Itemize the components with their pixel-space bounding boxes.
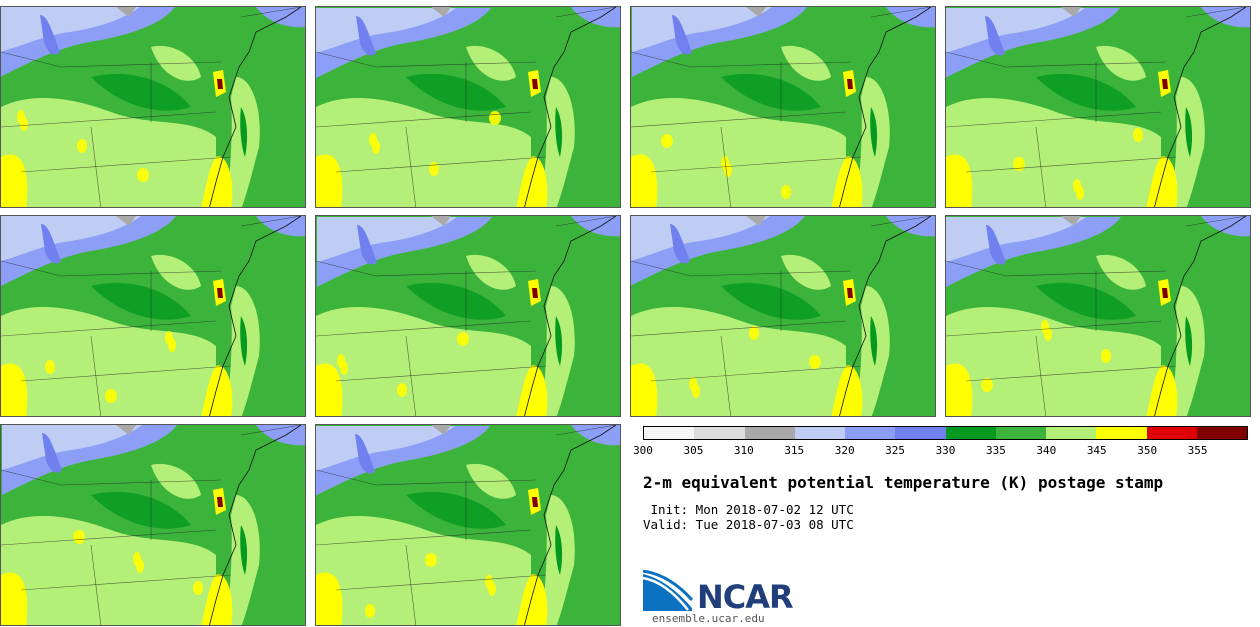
colorbar-segment [845,427,896,439]
map-field [316,216,620,416]
map-field [631,216,935,416]
colorbar-segment [1196,427,1247,439]
colorbar-tick-label: 320 [834,444,855,457]
map-panel: 10 [315,424,621,626]
colorbar-segment [995,427,1046,439]
colorbar [643,426,1248,440]
colorbar-segment [1146,427,1197,439]
colorbar-tick-label: 340 [1036,444,1057,457]
colorbar-tick-label: 355 [1187,444,1208,457]
colorbar-tick-label: 335 [985,444,1006,457]
map-panel: 8 [945,215,1251,417]
map-panel: 3 [630,6,936,208]
map-field [946,7,1250,207]
map-panel: 1 [0,6,306,208]
valid-time: Valid: Tue 2018-07-03 08 UTC [643,517,854,532]
colorbar-tick-label: 345 [1086,444,1107,457]
colorbar-segment [895,427,946,439]
colorbar-tick-label: 315 [784,444,805,457]
colorbar-tick-label: 310 [733,444,754,457]
colorbar-tick-label: 330 [935,444,956,457]
map-panel: 4 [945,6,1251,208]
colorbar-tick-label: 300 [633,444,653,457]
init-time: Init: Mon 2018-07-02 12 UTC [643,502,854,517]
colorbar-segment [1096,427,1147,439]
ncar-logo-icon [642,570,694,611]
colorbar-tick-label: 350 [1137,444,1158,457]
colorbar-tick-label: 325 [885,444,906,457]
colorbar-tick-labels: 300 305 310 315 320 325 330 335 340 345 350 355 [633,444,1248,460]
colorbar-segment [694,427,745,439]
map-field [316,7,620,207]
map-field [316,425,620,625]
colorbar-segment [644,427,695,439]
map-field [1,216,305,416]
colorbar-segment [1046,427,1097,439]
figure-title: 2-m equivalent potential temperature (K)… [643,473,1164,492]
map-panel: 2 [315,6,621,208]
map-panel: 7 [630,215,936,417]
colorbar-segment [945,427,996,439]
map-field [631,7,935,207]
map-panel: 9 [0,424,306,626]
ncar-logo-text: NCAR [697,578,794,616]
colorbar-segment [794,427,845,439]
logo-url: ensemble.ucar.edu [652,612,765,625]
map-field [1,425,305,625]
colorbar-segment [744,427,795,439]
colorbar-tick-label: 305 [683,444,704,457]
map-panel: 6 [315,215,621,417]
map-panel: 5 [0,215,306,417]
map-field [946,216,1250,416]
map-field [1,7,305,207]
